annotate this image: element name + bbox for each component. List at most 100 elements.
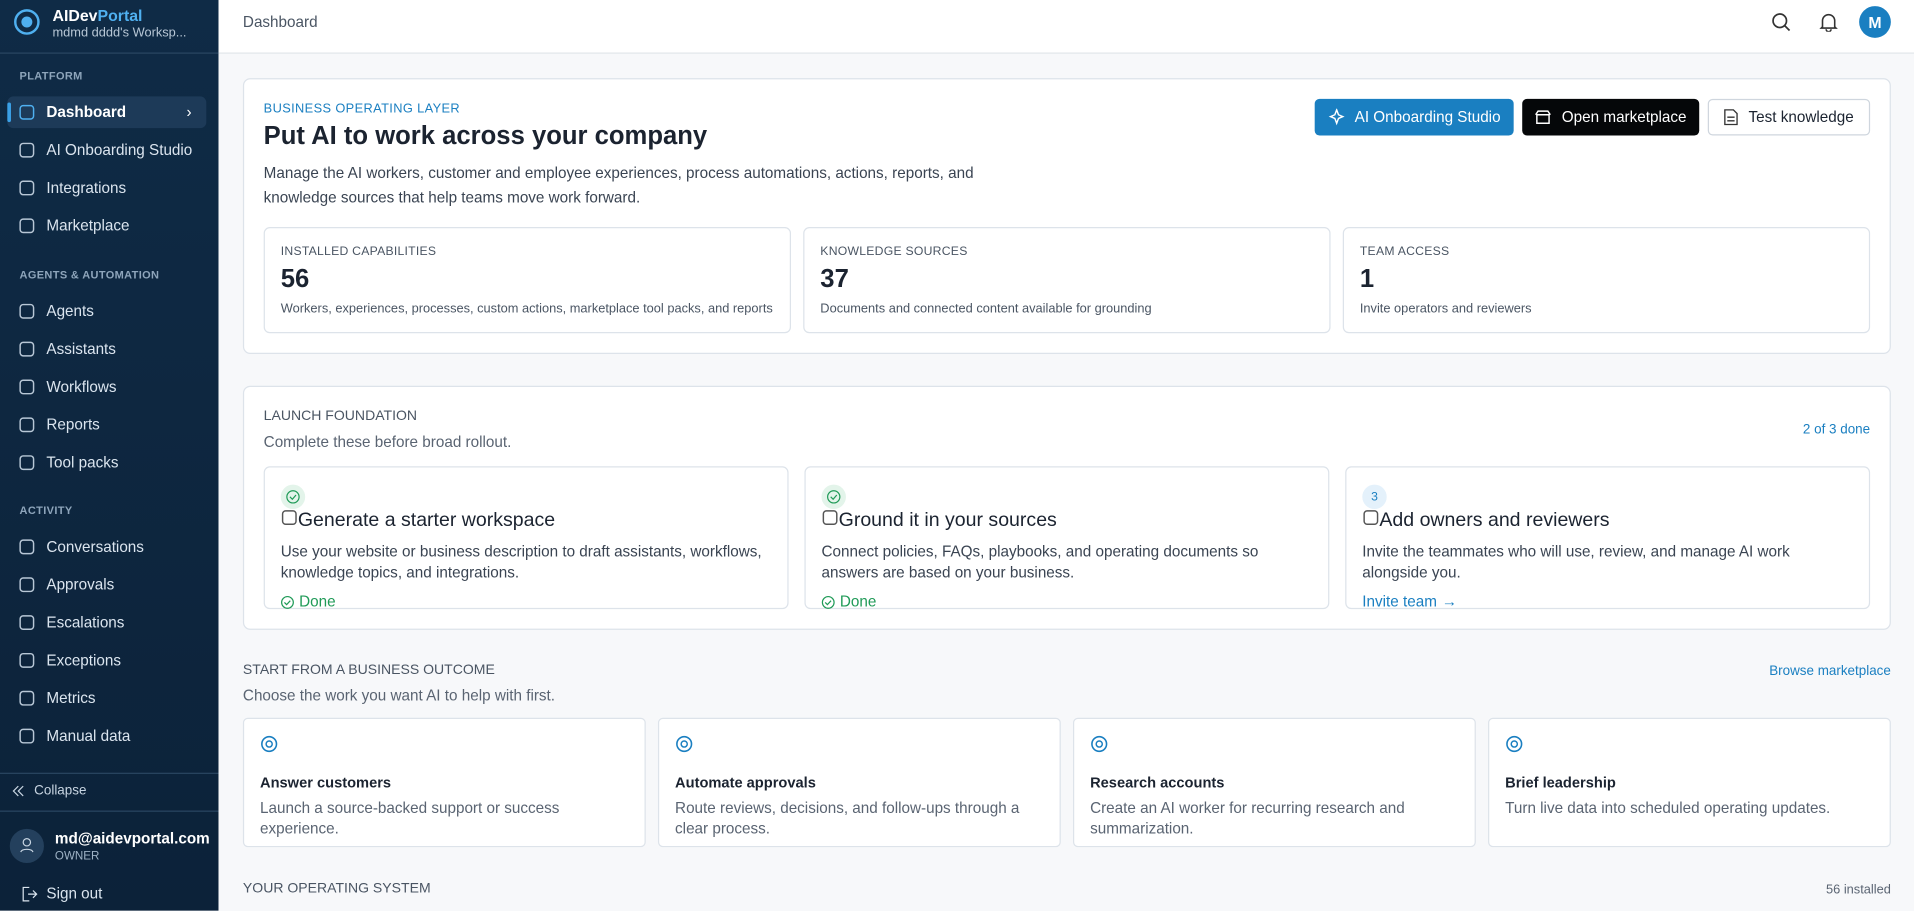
stat-value: 37	[820, 264, 849, 293]
nav-item[interactable]: Tool packs	[7, 447, 206, 479]
stat-label: TEAM ACCESS	[1359, 245, 1450, 259]
nav-label: Marketplace	[46, 217, 130, 235]
nav-icon	[19, 577, 35, 593]
nav-icon	[19, 539, 35, 555]
sign-out-icon	[22, 886, 38, 901]
outcome-card[interactable]: Answer customers Launch a source-backed s…	[242, 717, 646, 848]
nav-item[interactable]: Manual data	[7, 720, 206, 752]
outcome-card[interactable]: Brief leadership Turn live data into sche…	[1488, 717, 1891, 848]
nav-label: AI Onboarding Studio	[46, 141, 193, 159]
nav-icon	[19, 142, 35, 158]
nav-item[interactable]: Marketplace	[7, 210, 206, 242]
outcome-icon	[261, 735, 278, 753]
status-label: Invite team	[1362, 593, 1437, 611]
nav-item[interactable]: Reports	[7, 409, 206, 441]
outcome-title: Brief leadership	[1505, 773, 1616, 792]
brand-b: Portal	[97, 6, 143, 25]
outcome-description: Route reviews, decisions, and follow-ups…	[675, 799, 1020, 837]
nav-icon	[19, 417, 35, 433]
step-card: Generate a starter workspace Use your web…	[263, 466, 789, 610]
nav-label: Metrics	[46, 689, 96, 707]
nav-label: Reports	[46, 416, 100, 434]
launch-progress: 2 of 3 done	[1802, 422, 1871, 438]
outcome-card[interactable]: Research accounts Create an AI worker for…	[1072, 717, 1476, 848]
breadcrumb: Dashboard	[242, 13, 318, 31]
nav-label: Manual data	[46, 727, 131, 745]
outcomes-subtitle: Choose the work you want AI to help with…	[242, 687, 556, 705]
user-role: OWNER	[54, 849, 100, 864]
nav-item[interactable]: Assistants	[7, 333, 206, 365]
outcome-card[interactable]: Automate approvals Route reviews, decisio…	[657, 717, 1061, 848]
button-label: AI Onboarding Studio	[1354, 108, 1501, 126]
nav-item[interactable]: Exceptions	[7, 645, 206, 677]
outcome-description: Launch a source-backed support or succes…	[260, 799, 560, 837]
stat-label: KNOWLEDGE SOURCES	[820, 245, 968, 259]
top-bar: Dashboard M	[218, 0, 1914, 54]
nav-label: Workflows	[46, 378, 117, 396]
nav-item[interactable]: Dashboard ›	[7, 96, 207, 129]
collapse-button[interactable]: Collapse	[12, 784, 86, 798]
chevron: ›	[186, 103, 192, 121]
outcome-description: Create an AI worker for recurring resear…	[1090, 799, 1405, 837]
nav-label: Approvals	[46, 576, 115, 594]
nav-label: Conversations	[46, 538, 144, 556]
sign-out[interactable]: Sign out	[22, 885, 102, 902]
launch-card: LAUNCH FOUNDATION Complete these before …	[242, 385, 1891, 630]
step-icon	[1363, 510, 1379, 526]
test-knowledge-button[interactable]: Test knowledge	[1707, 98, 1871, 136]
brand-name: AIDevPortal	[52, 6, 142, 24]
notifications-icon[interactable]	[1819, 12, 1839, 32]
status-label: Done	[299, 593, 336, 611]
stat-note: Workers, experiences, processes, custom …	[280, 301, 773, 317]
outcome-title: Automate approvals	[675, 773, 816, 792]
sign-out-label: Sign out	[46, 885, 103, 903]
button-label: Open marketplace	[1561, 108, 1687, 126]
launch-subtitle: Complete these before broad rollout.	[263, 433, 512, 451]
step-status[interactable]: Invite team →	[1362, 593, 1853, 610]
step-description: Invite the teammates who will use, revie…	[1362, 543, 1790, 581]
nav-icon	[19, 341, 35, 357]
user-avatar	[9, 828, 44, 864]
outcome-description: Turn live data into scheduled operating …	[1505, 799, 1831, 817]
nav-icon	[19, 455, 35, 471]
launch-title: LAUNCH FOUNDATION	[263, 408, 418, 424]
nav-item[interactable]: Agents	[7, 295, 206, 327]
stat-label: INSTALLED CAPABILITIES	[280, 245, 437, 259]
step-status: Done	[281, 593, 772, 610]
nav-item[interactable]: Approvals	[7, 569, 206, 601]
nav-label: Exceptions	[46, 651, 122, 669]
marketplace-button[interactable]: Open marketplace	[1522, 98, 1700, 136]
nav-label: Assistants	[46, 340, 116, 358]
nav-item[interactable]: AI Onboarding Studio	[7, 134, 206, 166]
nav-label: Dashboard	[46, 103, 127, 121]
step-card: 3 Add owners and reviewers Invite the team…	[1345, 466, 1871, 610]
outcome-icon	[676, 735, 693, 753]
nav-item[interactable]: Integrations	[7, 172, 206, 204]
nav-item[interactable]: Conversations	[7, 531, 206, 563]
divider	[0, 52, 219, 54]
stat-value: 1	[1359, 264, 1375, 293]
browse-marketplace-link[interactable]: Browse marketplace	[1769, 664, 1891, 679]
button-label: Test knowledge	[1748, 108, 1854, 126]
onboarding-button[interactable]: AI Onboarding Studio	[1314, 98, 1514, 136]
nav-label: Integrations	[46, 179, 127, 197]
account-avatar[interactable]: M	[1859, 6, 1891, 38]
operating-count: 56 installed	[1826, 882, 1891, 898]
step-check	[280, 484, 306, 510]
step-description: Use your website or business description…	[280, 543, 762, 581]
hero-description: Manage the AI workers, customer and empl…	[263, 164, 974, 207]
nav-item[interactable]: Metrics	[7, 682, 206, 714]
nav-icon	[19, 690, 35, 706]
step-check	[821, 484, 846, 510]
nav-icon	[19, 104, 35, 120]
stat-value: 56	[280, 264, 310, 293]
nav-item[interactable]: Workflows	[7, 371, 206, 403]
eyebrow: BUSINESS OPERATING LAYER	[263, 101, 461, 116]
nav-item[interactable]: Escalations	[7, 607, 206, 639]
search-icon[interactable]	[1771, 12, 1791, 32]
hero-card: BUSINESS OPERATING LAYER Put AI to work …	[242, 78, 1891, 355]
operating-title: YOUR OPERATING SYSTEM	[242, 881, 431, 896]
outcome-title: Answer customers	[260, 773, 392, 792]
nav-icon	[19, 180, 35, 196]
